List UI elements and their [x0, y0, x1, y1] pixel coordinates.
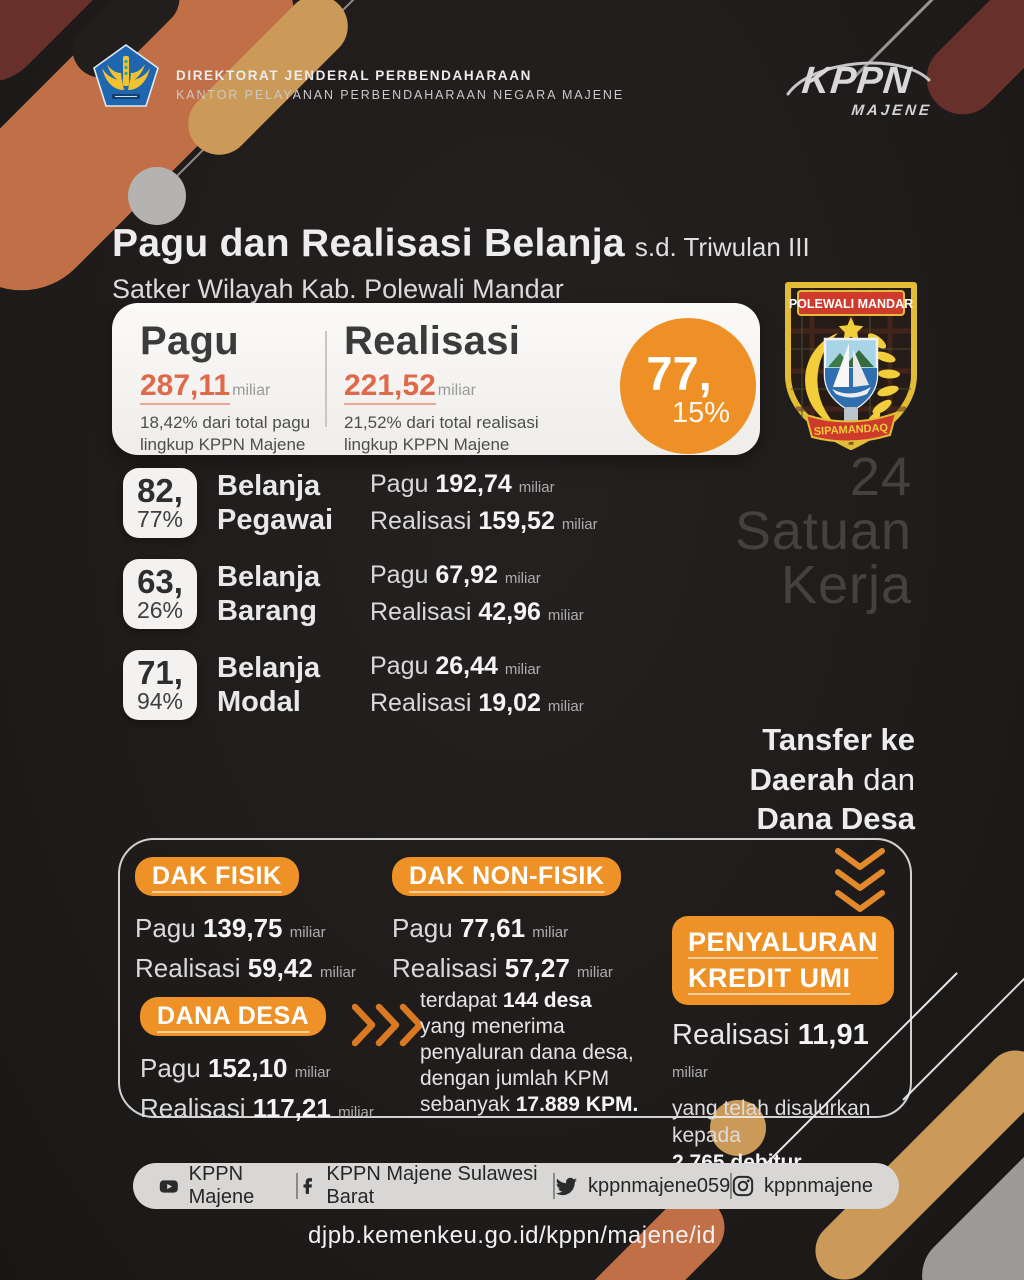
- chevrons-down-icon: [835, 848, 885, 912]
- org-name: DIREKTORAT JENDERAL PERBENDAHARAAN KANTO…: [176, 44, 624, 102]
- divider: [730, 1173, 733, 1199]
- tkdd-panel: DAK FISIK Pagu 139,75 miliar Realisasi 5…: [118, 838, 912, 1174]
- divider: [553, 1173, 555, 1199]
- youtube-icon: [159, 1179, 178, 1193]
- realisasi-value: 221,52: [344, 369, 436, 405]
- dana-desa-block: DANA DESA Pagu 152,10 miliar Realisasi 1…: [140, 997, 374, 1129]
- row-label: Belanja Modal: [217, 651, 321, 718]
- website-url[interactable]: djpb.kemenkeu.go.id/kppn/majene/id: [308, 1222, 716, 1249]
- belanja-rows: 82, 77% Belanja Pegawai Pagu 192,74 mili…: [123, 468, 598, 741]
- dana-desa-note: terdapat 144 desa yang menerima penyalur…: [420, 989, 639, 1117]
- deco-tan-circle-bottom: [710, 1100, 766, 1156]
- pct-box: 71, 94%: [123, 650, 197, 720]
- dak-nonfisik-block: DAK NON-FISIK Pagu 77,61 miliar Realisas…: [392, 857, 622, 989]
- realisasi-share: 21,52% dari total realisasi lingkup KPPN…: [344, 413, 539, 455]
- row-label: Belanja Barang: [217, 560, 321, 627]
- kppn-majene-logo: KPPN MAJENE: [782, 60, 933, 119]
- pagu-value-line: 287,11 miliar: [140, 369, 310, 405]
- social-bar: KPPN Majene KPPN Majene Sulawesi Barat k…: [133, 1163, 899, 1209]
- org-line1: DIREKTORAT JENDERAL PERBENDAHARAAN: [176, 68, 532, 83]
- dak-nonfisik-stats: Pagu 77,61 miliar Realisasi 57,27 miliar: [392, 913, 613, 984]
- pct-box: 82, 77%: [123, 468, 197, 538]
- instagram-icon: [732, 1175, 754, 1197]
- kredit-umi-realisasi: Realisasi 11,91 miliar: [672, 1018, 869, 1081]
- social-youtube[interactable]: KPPN Majene: [159, 1163, 296, 1209]
- realisasi-value-line: 221,52 miliar: [344, 369, 539, 405]
- header: DIREKTORAT JENDERAL PERBENDAHARAAN KANTO…: [92, 44, 624, 108]
- kredit-umi-block: PENYALURAN KREDIT UMI Realisasi 11,91 mi…: [672, 916, 912, 1177]
- row-stats: Pagu 192,74 miliar Realisasi 159,52 mili…: [370, 469, 598, 536]
- belanja-row-pegawai: 82, 77% Belanja Pegawai Pagu 192,74 mili…: [123, 468, 598, 538]
- polewali-mandar-emblem: POLEWALI MANDAR SIPAMANDAQ: [778, 277, 924, 458]
- realisasi-column: Realisasi 221,52 miliar 21,52% dari total…: [344, 321, 539, 456]
- social-facebook[interactable]: KPPN Majene Sulawesi Barat: [298, 1163, 554, 1209]
- pagu-column: Pagu 287,11 miliar 18,42% dari total pagu…: [140, 321, 310, 456]
- page-title: Pagu dan Realisasi Belanja s.d. Triwulan …: [112, 222, 810, 266]
- dana-desa-stats: Pagu 152,10 miliar Realisasi 117,21 mili…: [140, 1053, 374, 1124]
- row-label: Belanja Pegawai: [217, 469, 334, 536]
- twitter-icon: [555, 1177, 577, 1195]
- brand-subtext: MAJENE: [850, 102, 933, 119]
- kemenkeu-logo: [93, 44, 159, 107]
- kredit-umi-badge: PENYALURAN KREDIT UMI: [672, 916, 895, 1005]
- org-line2: KANTOR PELAYANAN PERBENDAHARAAN NEGARA M…: [176, 88, 625, 102]
- realisasi-unit: miliar: [437, 382, 476, 399]
- pagu-unit: miliar: [232, 382, 271, 399]
- deco-gray-circle: [128, 167, 186, 225]
- dak-nonfisik-badge: DAK NON-FISIK: [392, 857, 622, 896]
- pagu-value: 287,11: [140, 369, 231, 405]
- pct-box: 63, 26%: [123, 559, 197, 629]
- dana-desa-badge: DANA DESA: [140, 997, 327, 1036]
- title-subtitle: Satker Wilayah Kab. Polewali Mandar: [112, 274, 564, 304]
- card-divider: [325, 331, 327, 427]
- percent-big: 77,: [646, 347, 712, 400]
- dak-fisik-badge: DAK FISIK: [135, 857, 299, 896]
- transfer-heading: Tansfer ke Daerah dan Dana Desa: [749, 722, 915, 837]
- total-percentage-badge: 77, 15%: [620, 318, 756, 454]
- swoosh-icon: [786, 61, 931, 96]
- pagu-heading: Pagu: [140, 319, 239, 363]
- satuan-kerja-count: 24 Satuan Kerja: [734, 447, 912, 615]
- percent-small: 15%: [671, 397, 731, 429]
- title-block: Pagu dan Realisasi Belanja s.d. Triwulan …: [112, 222, 810, 305]
- belanja-row-barang: 63, 26% Belanja Barang Pagu 67,92 miliar…: [123, 559, 598, 629]
- belanja-row-modal: 71, 94% Belanja Modal Pagu 26,44 miliar …: [123, 650, 598, 720]
- facebook-icon: [303, 1178, 312, 1194]
- row-stats: Pagu 67,92 miliar Realisasi 42,96 miliar: [370, 560, 584, 627]
- realisasi-heading: Realisasi: [344, 319, 521, 363]
- chevrons-right-icon: [352, 1003, 424, 1047]
- social-twitter[interactable]: kppnmajene059: [555, 1175, 730, 1198]
- brand-text: KPPN: [799, 60, 914, 102]
- divider: [295, 1173, 298, 1199]
- title-period: s.d. Triwulan III: [634, 232, 810, 262]
- dak-fisik-stats: Pagu 139,75 miliar Realisasi 59,42 milia…: [135, 913, 356, 984]
- title-main: Pagu dan Realisasi Belanja: [112, 222, 625, 265]
- social-instagram[interactable]: kppnmajene: [732, 1175, 873, 1198]
- row-stats: Pagu 26,44 miliar Realisasi 19,02 miliar: [370, 651, 584, 718]
- emblem-ribbon: SIPAMANDAQ: [814, 422, 889, 438]
- emblem-title: POLEWALI MANDAR: [789, 297, 913, 311]
- dak-fisik-block: DAK FISIK Pagu 139,75 miliar Realisasi 5…: [135, 857, 356, 989]
- pagu-share: 18,42% dari total pagu lingkup KPPN Maje…: [140, 413, 311, 455]
